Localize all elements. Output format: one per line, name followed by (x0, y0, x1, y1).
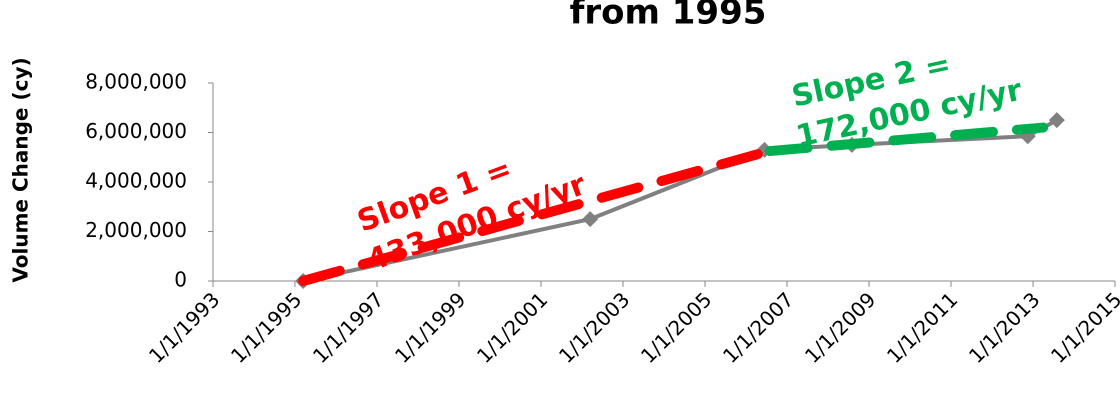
data-point (582, 211, 599, 228)
x-tick-label: 1/1/2003 (554, 287, 634, 367)
x-tick-label: 1/1/1993 (144, 287, 224, 367)
y-tick-label: 0 (174, 268, 187, 292)
x-tick-label: 1/1/1999 (390, 287, 470, 367)
x-tick-label: 1/1/2007 (718, 287, 798, 367)
x-tick-label: 1/1/2009 (800, 287, 880, 367)
y-tick-label: 4,000,000 (85, 169, 187, 193)
x-tick-label: 1/1/2015 (1046, 287, 1120, 367)
trend-line (764, 122, 1049, 157)
y-tick-label: 2,000,000 (85, 218, 187, 242)
annotation: Slope 1 =433,000 cy/yr (353, 152, 591, 279)
x-tick-label: 1/1/1997 (308, 287, 388, 367)
y-tick-label: 6,000,000 (85, 119, 187, 143)
chart-title: from 1995 (570, 0, 767, 33)
trend-line (298, 147, 770, 286)
y-axis-label: Volume Change (cy) (9, 57, 33, 282)
x-tick-label: 1/1/1995 (226, 287, 306, 367)
x-tick-label: 1/1/2013 (964, 287, 1044, 367)
data-point (1048, 112, 1065, 129)
x-tick-label: 1/1/2011 (882, 287, 962, 367)
y-tick-label: 8,000,000 (85, 70, 187, 94)
x-tick-label: 1/1/2001 (472, 287, 552, 367)
x-tick-label: 1/1/2005 (636, 287, 716, 367)
